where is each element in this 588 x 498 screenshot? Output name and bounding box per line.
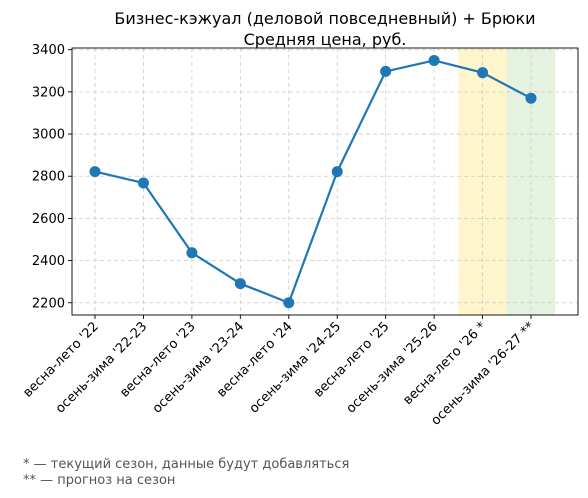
data-point-0-4	[283, 297, 295, 309]
data-point-0-7	[428, 54, 440, 66]
data-point-0-5	[331, 166, 343, 178]
x-tick-label-1: осень-зима '22-23	[53, 319, 150, 416]
footnote-forecast: ** — прогноз на сезон	[23, 473, 176, 488]
plot-frame	[71, 47, 579, 316]
x-tick-label-8: весна-лето '26 *	[401, 319, 490, 408]
y-tick-label-2: 2600	[32, 212, 65, 227]
data-point-0-6	[380, 65, 392, 77]
y-tick-label-4: 3000	[32, 128, 65, 143]
y-tick-label-5: 3200	[32, 85, 65, 100]
x-tick-label-7: осень-зима '25-26	[344, 319, 441, 416]
x-tick-label-5: осень-зима '24-25	[247, 319, 344, 416]
data-point-0-3	[234, 278, 246, 290]
data-point-0-0	[89, 166, 101, 178]
chart-title-line-1: Бизнес-кэжуал (деловой повседневный) + Б…	[114, 9, 535, 28]
footnote-current-season: * — текущий сезон, данные будут добавлят…	[23, 457, 350, 472]
chart-title-line-2: Средняя цена, руб.	[244, 30, 407, 49]
data-point-0-8	[477, 67, 489, 79]
y-tick-label-1: 2400	[32, 254, 65, 269]
data-point-0-1	[137, 177, 149, 189]
x-tick-label-3: осень-зима '23-24	[150, 319, 247, 416]
y-tick-label-6: 3400	[32, 43, 65, 58]
series-line-0	[94, 59, 532, 304]
y-tick-label-3: 2800	[32, 170, 65, 185]
data-point-0-9	[525, 92, 537, 104]
y-tick-label-0: 2200	[32, 296, 65, 311]
data-point-0-2	[186, 247, 198, 259]
